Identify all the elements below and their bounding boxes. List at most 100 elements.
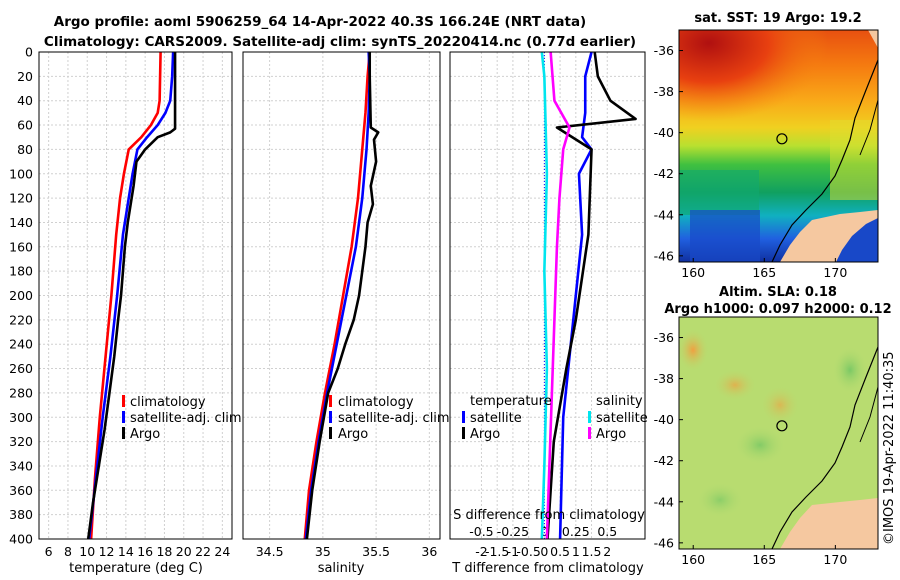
depth-tick-label: 260	[9, 361, 33, 376]
map-y-tick-label: -36	[654, 43, 674, 58]
axes-frame	[38, 51, 233, 540]
legend-label-climatology: climatology	[130, 395, 206, 410]
x-tick-label: 16	[137, 544, 153, 559]
x-tick-label: 24	[214, 544, 230, 559]
x-tick-label: 35.5	[362, 544, 390, 559]
sla-map-title-line1: Altim. SLA: 0.18	[719, 285, 837, 300]
map-y-tick-label: -38	[654, 84, 674, 99]
x-tick-label: 0.5	[550, 544, 570, 559]
map-y-tick-label: -46	[654, 535, 674, 550]
legend-label-temp-argo: Argo	[470, 427, 500, 442]
x-tick-label: 36	[421, 544, 437, 559]
imos-credit: ©IMOS 19-Apr-2022 11:40:35	[882, 351, 897, 545]
x-tick-label: 0	[540, 544, 548, 559]
x-top-tick-label: 0.5	[597, 524, 617, 539]
legend-swatch-temp-argo	[462, 427, 465, 439]
x-top-tick-label: 0	[540, 524, 548, 539]
x-tick-label: -1	[507, 544, 519, 559]
x-top-tick-label: -0.5	[469, 524, 493, 539]
legend-label-argo: Argo	[130, 427, 160, 442]
sla-map-title-line2: Argo h1000: 0.097 h2000: 0.12	[664, 302, 891, 317]
series-line-climatology	[303, 52, 372, 539]
sla-argo-marker	[776, 420, 788, 432]
depth-tick-label: 340	[9, 458, 33, 473]
depth-tick-label: 100	[9, 166, 33, 181]
difference-legend: temperature satellite Argo salinity sate…	[462, 394, 648, 442]
map-y-tick-label: -44	[654, 207, 674, 222]
legend-swatch-temp-satellite	[462, 411, 465, 423]
x-top-tick-label: -0.25	[497, 524, 529, 539]
map-x-tick-label: 165	[752, 265, 776, 280]
legend-label-satellite: satellite-adj. clim	[130, 411, 242, 426]
axes-frame	[242, 51, 441, 540]
map-y-tick-label: -40	[654, 125, 674, 140]
depth-tick-label: 40	[17, 93, 33, 108]
x-tick-label: 12	[99, 544, 115, 559]
depth-tick-label: 380	[9, 507, 33, 522]
salinity-legend: climatology satellite-adj. clim Argo	[329, 395, 450, 442]
map-x-tick-label: 170	[823, 552, 847, 567]
difference-xlabel-top: S difference from climatology	[453, 508, 645, 523]
legend-label-argo: Argo	[338, 427, 368, 442]
map-y-tick-label: -38	[654, 371, 674, 386]
sst-argo-marker	[776, 133, 788, 145]
legend-swatch-satellite	[122, 411, 125, 423]
depth-tick-label: 80	[17, 142, 33, 157]
legend-swatch-climatology	[329, 395, 332, 407]
legend-swatch-argo	[329, 427, 332, 439]
difference-panel: -2-1.5-1-0.5 0 0.5 1 1.5 2-0.5 -0.25 0 0.25 0.5	[449, 51, 646, 559]
sst-land-south-island	[780, 210, 878, 262]
axes-frame	[449, 51, 646, 540]
salinity-xlabel: salinity	[318, 561, 365, 576]
sst-map-image	[679, 30, 878, 262]
x-tick-label: 18	[156, 544, 172, 559]
depth-tick-label: 220	[9, 312, 33, 327]
x-tick-label: 6	[45, 544, 53, 559]
sst-map-frame	[678, 29, 879, 263]
x-tick-label: 2	[603, 544, 611, 559]
depth-tick-label: 320	[9, 434, 33, 449]
legend-title-salinity: salinity	[596, 394, 643, 409]
sla-land-south-island	[780, 498, 878, 549]
map-y-tick-label: -42	[654, 166, 674, 181]
figure-title-line2: Climatology: CARS2009. Satellite-adj cli…	[44, 34, 636, 50]
x-tick-label: -2	[475, 544, 487, 559]
temperature-xlabel: temperature (deg C)	[69, 561, 203, 576]
sst-land	[868, 30, 878, 48]
map-x-tick-label: 165	[752, 552, 776, 567]
sst-map-axes: 160 165 170 -36 -38 -40 -42 -44 -46	[654, 43, 848, 280]
depth-tick-label: 160	[9, 239, 33, 254]
legend-swatch-sal-satellite	[588, 411, 591, 423]
depth-tick-label: 280	[9, 385, 33, 400]
sst-map-title: sat. SST: 19 Argo: 19.2	[694, 11, 861, 26]
x-tick-label: 10	[79, 544, 95, 559]
depth-tick-label: 120	[9, 191, 33, 206]
legend-label-climatology: climatology	[338, 395, 414, 410]
x-tick-label: -1.5	[485, 544, 509, 559]
x-tick-label: 35	[315, 544, 331, 559]
map-y-tick-label: -44	[654, 494, 674, 509]
temperature-legend: climatology satellite-adj. clim Argo	[122, 395, 242, 442]
legend-label-sal-satellite: satellite	[596, 411, 648, 426]
depth-tick-label: 20	[17, 69, 33, 84]
legend-swatch-argo	[122, 427, 125, 439]
map-x-tick-label: 170	[823, 265, 847, 280]
legend-swatch-satellite	[329, 411, 332, 423]
series-line-salinity-argo	[545, 52, 571, 539]
depth-tick-label: 400	[9, 532, 33, 547]
depth-tick-label: 180	[9, 264, 33, 279]
depth-tick-label: 60	[17, 118, 33, 133]
map-y-tick-label: -42	[654, 453, 674, 468]
depth-tick-label: 240	[9, 337, 33, 352]
series-line-argo	[86, 52, 177, 539]
legend-title-temperature: temperature	[470, 394, 552, 409]
sla-map-axes: 160 165 170 -36 -38 -40 -42 -44 -46	[654, 330, 848, 567]
x-tick-label: 1.5	[582, 544, 602, 559]
map-y-tick-label: -40	[654, 412, 674, 427]
legend-label-satellite: satellite-adj. clim	[338, 411, 450, 426]
sla-map-image	[679, 317, 878, 549]
map-y-tick-label: -46	[654, 248, 674, 263]
temperature-panel: 6 8 10 12 14 16 18 20 22 240204060801001201401601…	[9, 45, 233, 559]
series-line-satellite-adj-clim	[87, 52, 175, 539]
figure-title-line1: Argo profile: aoml 5906259_64 14-Apr-202…	[54, 14, 586, 30]
